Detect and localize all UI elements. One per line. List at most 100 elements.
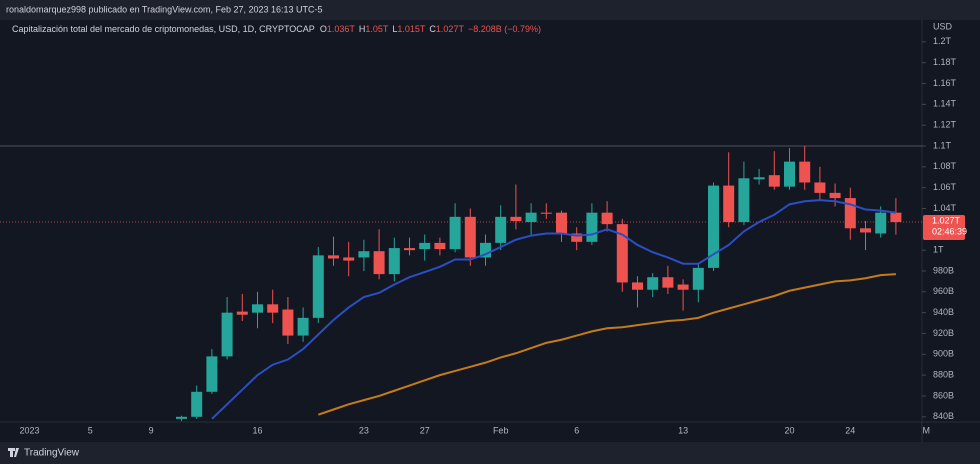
- publisher-line: ronaldomarquez998 publicado en TradingVi…: [6, 4, 323, 14]
- legend-change: −8.208B (−0.79%): [468, 24, 541, 34]
- y-tick-label: 880B: [933, 370, 954, 380]
- candle-body: [556, 212, 567, 234]
- y-tick-label: 940B: [933, 307, 954, 317]
- candle-body: [404, 248, 415, 251]
- last-price-box: [923, 215, 965, 241]
- candle-body: [252, 304, 263, 313]
- candle-body: [464, 216, 476, 258]
- last-price-label: 1.027T: [932, 215, 961, 225]
- y-tick-label: 1.2T: [933, 36, 952, 46]
- candle-body: [571, 233, 583, 242]
- candle-body: [191, 391, 203, 417]
- y-tick-label: 1.18T: [933, 57, 957, 67]
- candle-body: [176, 416, 187, 419]
- candle-body: [373, 251, 385, 275]
- candle-body: [434, 242, 446, 250]
- candle-body: [723, 185, 735, 223]
- legend-ohlc-value: 1.036T: [327, 24, 356, 34]
- x-tick-label: 24: [845, 425, 855, 435]
- candle-body: [282, 309, 294, 336]
- y-tick-label: 840B: [933, 411, 954, 421]
- y-tick-label: 900B: [933, 349, 954, 359]
- x-tick-label: 9: [149, 425, 154, 435]
- x-tick-label: 23: [359, 425, 369, 435]
- top-bar: [0, 0, 980, 20]
- y-tick-label: 1.12T: [933, 120, 957, 130]
- candle-body: [692, 267, 704, 290]
- candle-body: [221, 312, 233, 357]
- candle-body: [708, 185, 719, 268]
- x-tick-label: Feb: [493, 425, 509, 435]
- candle-body: [206, 356, 218, 392]
- candle-body: [586, 212, 598, 242]
- candle-body: [677, 284, 689, 290]
- legend-symbol: Capitalización total del mercado de crip…: [12, 24, 315, 34]
- candle-body: [449, 216, 461, 250]
- y-tick-label: 1.16T: [933, 78, 957, 88]
- bottom-bar: [0, 442, 980, 464]
- x-tick-label: 13: [678, 425, 688, 435]
- candle-body: [890, 212, 902, 223]
- y-tick-label: 1.04T: [933, 203, 957, 213]
- candle-body: [480, 242, 491, 258]
- x-tick-label: 16: [252, 425, 262, 435]
- candle-body: [860, 228, 871, 233]
- countdown: 02:46:39: [932, 226, 967, 236]
- y-tick-label: 860B: [933, 390, 954, 400]
- candle-body: [419, 242, 431, 250]
- y-tick-label: 1.1T: [933, 140, 952, 150]
- x-tick-label: 20: [784, 425, 794, 435]
- legend-ohlc-key: O: [320, 24, 327, 34]
- legend-ohlc-value: 1.05T: [365, 24, 389, 34]
- candle-body: [875, 212, 887, 234]
- y-tick-label: 980B: [933, 265, 954, 275]
- legend-ohlc-key: H: [359, 24, 366, 34]
- legend-ohlc-value: 1.015T: [397, 24, 426, 34]
- ma-line: [317, 273, 896, 416]
- candle-body: [753, 177, 765, 180]
- candle-body: [784, 161, 795, 187]
- x-tick-label: 27: [420, 425, 430, 435]
- plot-area: [0, 145, 922, 421]
- legend-ohlc-key: L: [392, 24, 397, 34]
- candle-body: [799, 161, 811, 183]
- candle-body: [297, 317, 309, 336]
- x-tick-label: 6: [574, 425, 579, 435]
- candle-body: [647, 277, 659, 290]
- brand-logo: [8, 448, 19, 457]
- y-tick-label: 1.06T: [933, 182, 957, 192]
- candle-body: [510, 216, 522, 221]
- y-tick-label: 960B: [933, 286, 954, 296]
- y-tick-label: 1.14T: [933, 99, 957, 109]
- candle-body: [267, 304, 279, 313]
- y-tick-label: 920B: [933, 328, 954, 338]
- candle-body: [814, 182, 826, 193]
- currency-label: USD: [933, 21, 953, 31]
- candle-body: [829, 192, 841, 199]
- candle-body: [495, 216, 507, 243]
- x-tick-label: 5: [88, 425, 93, 435]
- candle-body: [662, 277, 674, 288]
- candle-body: [343, 257, 355, 261]
- y-tick-label: 1.08T: [933, 161, 957, 171]
- legend-ohlc-key: C: [429, 24, 436, 34]
- candle-body: [358, 251, 370, 258]
- candle-body: [540, 212, 552, 214]
- candle-body: [236, 311, 248, 315]
- y-tick-label: 1T: [933, 245, 944, 255]
- candle-body: [844, 198, 856, 229]
- legend: Capitalización total del mercado de crip…: [12, 24, 541, 34]
- candle-body: [388, 248, 400, 275]
- ma-line: [211, 199, 897, 420]
- x-tick-label: M: [923, 425, 931, 435]
- candle-body: [768, 175, 780, 187]
- brand-name: TradingView: [24, 448, 80, 459]
- candle-body: [328, 255, 339, 259]
- candle-body: [738, 178, 750, 223]
- candle-body: [616, 224, 628, 283]
- candle-body: [632, 282, 643, 290]
- x-tick-label: 2023: [19, 425, 39, 435]
- legend-ohlc-value: 1.027T: [436, 24, 465, 34]
